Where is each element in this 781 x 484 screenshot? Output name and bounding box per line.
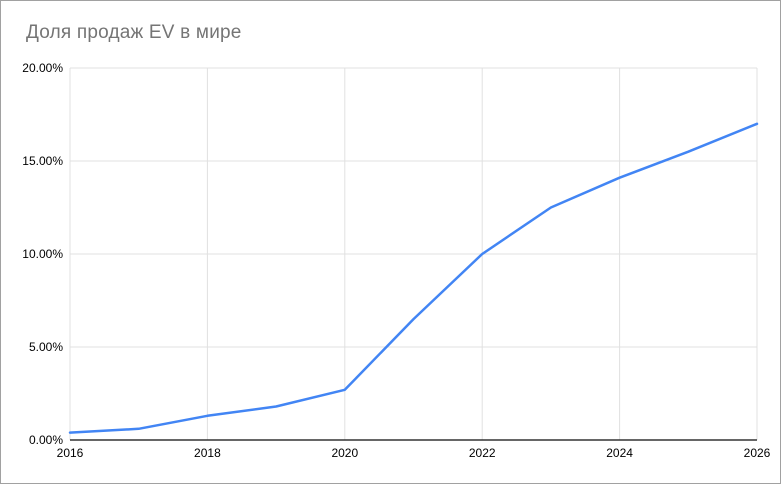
y-axis-tick-label: 10.00% xyxy=(22,247,63,261)
y-axis-tick-label: 15.00% xyxy=(22,154,63,168)
y-axis-tick-label: 0.00% xyxy=(29,433,63,447)
ev-share-series-line xyxy=(68,122,759,434)
chart-title: Доля продаж EV в мире xyxy=(26,22,242,43)
x-axis-tick-label: 2024 xyxy=(606,446,633,460)
x-axis-tick-label: 2022 xyxy=(469,446,496,460)
x-axis-tick-label: 2018 xyxy=(194,446,221,460)
x-axis-tick-label: 2016 xyxy=(57,446,84,460)
y-axis-tick-label: 5.00% xyxy=(29,340,63,354)
x-axis-tick-label: 2020 xyxy=(331,446,358,460)
x-axis-tick-label: 2026 xyxy=(744,446,771,460)
y-axis-tick-label: 20.00% xyxy=(22,61,63,75)
